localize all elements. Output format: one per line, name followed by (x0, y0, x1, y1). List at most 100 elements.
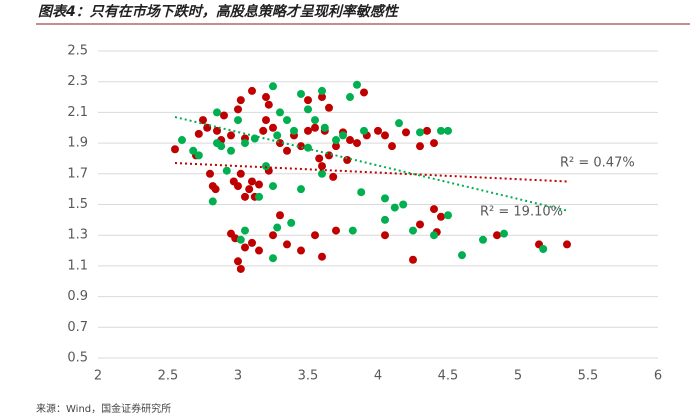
point (283, 240, 291, 249)
point (208, 197, 217, 206)
point (399, 200, 408, 209)
point (259, 126, 268, 135)
point (332, 142, 340, 151)
point (199, 116, 207, 125)
point (236, 235, 245, 244)
point (416, 220, 424, 229)
point (269, 231, 277, 240)
point (500, 229, 508, 238)
y-tick-label: 1.9 (67, 136, 88, 151)
point (236, 96, 245, 105)
point (329, 172, 338, 181)
point (311, 231, 319, 240)
y-tick-label: 1.3 (67, 228, 88, 243)
point (430, 139, 438, 148)
x-tick-label: 2 (94, 369, 102, 384)
point (320, 123, 329, 132)
point (206, 169, 214, 178)
point (255, 192, 263, 201)
x-tick-label: 5.5 (578, 369, 599, 384)
y-tick-label: 1.5 (67, 197, 88, 212)
point (269, 123, 277, 132)
point (241, 243, 249, 252)
point (248, 177, 256, 186)
point (222, 166, 231, 175)
point (262, 162, 270, 171)
point (318, 162, 326, 171)
x-tick-label: 5 (514, 369, 522, 384)
point (430, 205, 438, 214)
point (241, 192, 249, 201)
point (236, 264, 245, 273)
x-tick-label: 3.5 (298, 369, 319, 384)
point (287, 218, 296, 227)
point (234, 105, 242, 114)
point (479, 235, 487, 244)
x-tick-label: 4 (374, 369, 382, 384)
point (297, 185, 305, 194)
point (318, 169, 326, 178)
point (220, 111, 228, 120)
point (227, 146, 235, 155)
point (241, 226, 249, 235)
point (458, 251, 466, 260)
y-tick-label: 2.5 (67, 44, 88, 59)
point (416, 142, 424, 151)
point (236, 169, 245, 178)
point (248, 238, 256, 247)
point (269, 182, 277, 191)
point (381, 231, 389, 240)
point (311, 123, 319, 132)
point (444, 211, 452, 220)
point (318, 93, 326, 102)
point (171, 145, 179, 154)
point (241, 139, 249, 148)
point (297, 246, 305, 255)
point (255, 246, 263, 255)
point (255, 180, 263, 189)
point (297, 89, 305, 98)
point (290, 126, 298, 135)
point (360, 88, 368, 97)
point (332, 226, 340, 235)
point (283, 116, 291, 125)
point (194, 129, 203, 138)
point (248, 86, 256, 95)
x-tick-label: 3 (234, 369, 242, 384)
r2-label: R² = 0.47% (560, 156, 635, 171)
point (539, 245, 548, 254)
point (178, 136, 186, 145)
point (381, 194, 389, 203)
point (194, 151, 203, 160)
point (318, 252, 326, 261)
point (227, 131, 235, 140)
point (213, 126, 221, 135)
point (318, 86, 326, 95)
point (346, 93, 354, 102)
x-tick-label: 2.5 (158, 369, 179, 384)
y-tick-label: 0.9 (67, 289, 88, 304)
point (234, 257, 242, 266)
trendline (174, 116, 568, 212)
y-tick-label: 1.7 (67, 166, 88, 181)
point (563, 240, 571, 249)
point (273, 223, 282, 232)
y-tick-label: 1.1 (67, 258, 88, 273)
x-tick-label: 6 (654, 369, 662, 384)
point (189, 146, 198, 155)
point (311, 116, 319, 125)
point (283, 146, 291, 155)
point (348, 226, 357, 235)
y-tick-label: 2.3 (67, 74, 88, 89)
point (276, 211, 284, 220)
point (304, 105, 312, 114)
point (234, 116, 242, 125)
point (245, 185, 254, 194)
point (381, 215, 389, 224)
point (357, 188, 366, 197)
point (444, 126, 452, 135)
point (395, 119, 403, 128)
y-tick-label: 0.5 (67, 351, 88, 366)
y-tick-label: 2.1 (67, 105, 88, 120)
point (234, 182, 242, 191)
